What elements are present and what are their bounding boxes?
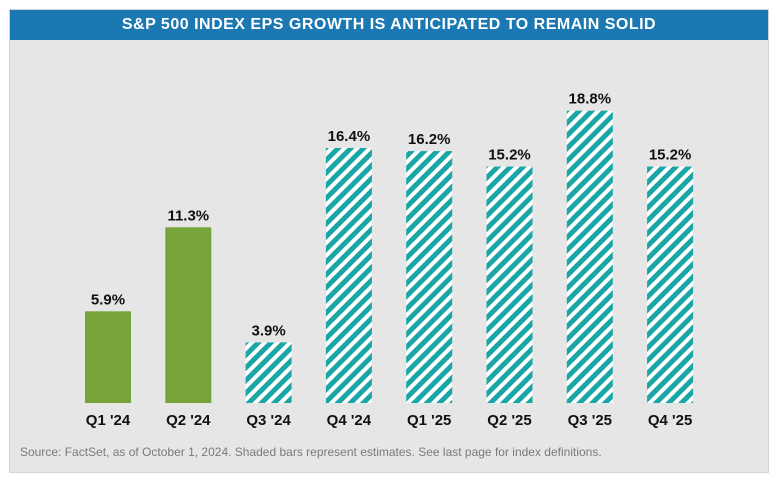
data-labels-group: 5.9% 11.3% 3.9% 16.4% 16.2% 15.2% 18.8% 15.2% [91, 91, 691, 340]
x-tick-label-4: Q1 '25 [407, 412, 451, 429]
bar-4 [406, 151, 453, 403]
source-note: Source: FactSet, as of October 1, 2024. … [20, 445, 602, 459]
data-label-2: 3.9% [251, 322, 285, 339]
x-tick-label-2: Q3 '24 [246, 412, 291, 429]
bar-2 [245, 342, 292, 403]
chart-title: S&P 500 INDEX EPS GROWTH IS ANTICIPATED … [10, 10, 768, 40]
bar-7 [647, 166, 694, 403]
x-tick-label-6: Q3 '25 [568, 412, 612, 429]
x-tick-labels-group: Q1 '24 Q2 '24 Q3 '24 Q4 '24 Q1 '25 Q2 '25 Q3 '… [86, 412, 693, 429]
data-label-1: 11.3% [167, 207, 209, 224]
data-label-6: 18.8% [569, 91, 612, 108]
chart-panel: S&P 500 INDEX EPS GROWTH IS ANTICIPATED … [9, 9, 769, 473]
data-label-0: 5.9% [91, 291, 125, 308]
bar-3 [325, 148, 372, 403]
x-tick-label-0: Q1 '24 [86, 412, 131, 429]
data-label-7: 15.2% [649, 147, 692, 164]
x-tick-label-5: Q2 '25 [487, 412, 531, 429]
x-tick-label-1: Q2 '24 [166, 412, 211, 429]
bar-1 [165, 227, 212, 403]
bar-5 [486, 166, 533, 403]
bars-group [85, 110, 694, 403]
x-tick-label-7: Q4 '25 [648, 412, 692, 429]
data-label-3: 16.4% [328, 128, 371, 145]
x-tick-label-3: Q4 '24 [327, 412, 372, 429]
bar-0 [85, 311, 131, 403]
bar-6 [566, 110, 613, 403]
data-label-4: 16.2% [408, 131, 451, 148]
data-label-5: 15.2% [488, 147, 531, 164]
bar-chart: 5.9% 11.3% 3.9% 16.4% 16.2% 15.2% 18.8% 15.2% Q… [85, 91, 694, 429]
